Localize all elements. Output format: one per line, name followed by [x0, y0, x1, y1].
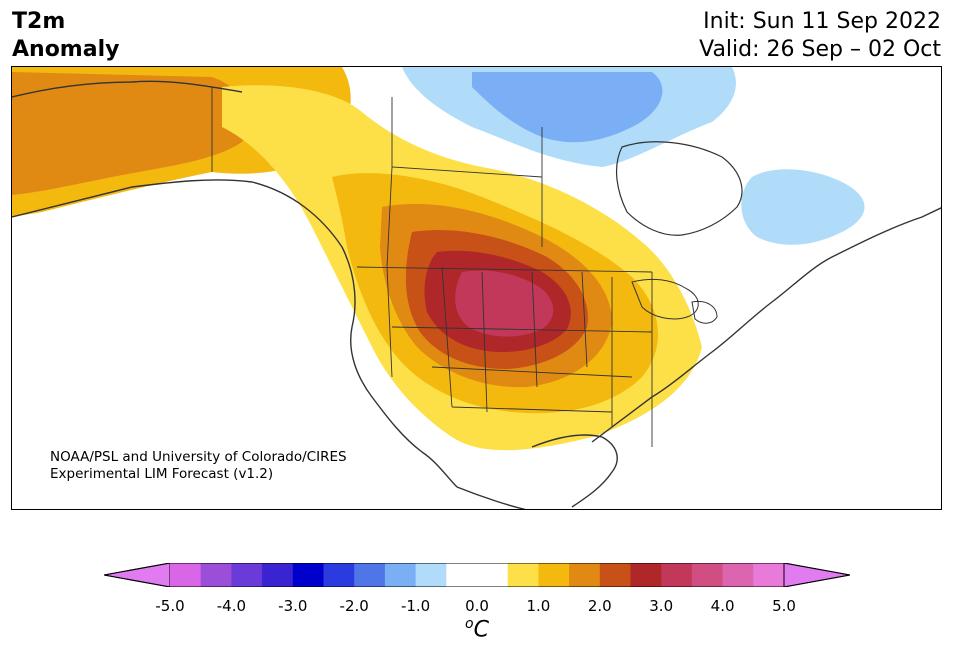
- colorbar-extend-low: [103, 562, 171, 588]
- colorbar-tick-label: 2.0: [587, 597, 612, 615]
- anomaly-map: NOAA/PSL and University of Colorado/CIRE…: [11, 66, 942, 510]
- anomaly-map-svg: NOAA/PSL and University of Colorado/CIRE…: [12, 67, 941, 509]
- colorbar-extend-high: [783, 562, 851, 588]
- colorbar-segment: [569, 563, 601, 587]
- colorbar-svg: [103, 562, 851, 588]
- warm-anomaly-alaska: [12, 72, 251, 195]
- colorbar-tick-label: -4.0: [216, 597, 247, 615]
- colorbar-segment: [170, 563, 202, 587]
- colorbar-segment: [231, 563, 263, 587]
- colorbar-segment: [630, 563, 662, 587]
- colorbar-segment: [753, 563, 785, 587]
- colorbar-segment: [200, 563, 232, 587]
- colorbar-tick-label: -3.0: [278, 597, 308, 615]
- colorbar-segment: [661, 563, 693, 587]
- colorbar-segment: [599, 563, 631, 587]
- unit-base: C: [473, 617, 489, 643]
- unit-superscript: o: [465, 616, 474, 632]
- colorbar-tick-label: 5.0: [772, 597, 796, 615]
- valid-date: Valid: 26 Sep – 02 Oct: [699, 37, 941, 62]
- colorbar-segment: [507, 563, 539, 587]
- colorbar-tick-label: 4.0: [710, 597, 735, 615]
- colorbar-tick-label: -2.0: [339, 597, 369, 615]
- colorbar-segment: [538, 563, 570, 587]
- credit-line-1: NOAA/PSL and University of Colorado/CIRE…: [50, 449, 347, 465]
- forecast-credit: NOAA/PSL and University of Colorado/CIRE…: [50, 449, 347, 483]
- map-title: T2m Anomaly: [12, 9, 120, 62]
- colorbar-segment: [446, 563, 478, 587]
- colorbar-tick-label: 0.0: [465, 597, 489, 615]
- colorbar-segment: [722, 563, 754, 587]
- coastline-gulf: [531, 434, 618, 508]
- colorbar-segment: [292, 563, 324, 587]
- colorbar-ticks: -5.0 -4.0 -3.0 -2.0 -1.0 0.0 1.0 2.0 3.0 4.0 5.0: [0, 597, 953, 617]
- colorbar-segment: [354, 563, 386, 587]
- cool-anomaly-region-east: [741, 169, 865, 245]
- coastline: [12, 80, 941, 509]
- great-lakes: [631, 278, 718, 324]
- political-borders: [211, 87, 653, 447]
- colorbar-tick-label: 1.0: [526, 597, 551, 615]
- colorbar-segment: [384, 563, 417, 587]
- cool-anomaly-core-north: [472, 72, 663, 143]
- date-info: Init: Sun 11 Sep 2022 Valid: 26 Sep – 02…: [699, 8, 941, 64]
- init-date: Init: Sun 11 Sep 2022: [703, 9, 941, 34]
- colorbar-tick-label: 3.0: [649, 597, 674, 615]
- colorbar-unit: oC: [465, 616, 489, 642]
- colorbar-segment: [323, 563, 355, 587]
- credit-line-2: Experimental LIM Forecast (v1.2): [50, 466, 274, 482]
- colorbar-segment: [691, 563, 724, 587]
- colorbar-segment: [477, 563, 509, 587]
- colorbar-tick-label: -5.0: [155, 597, 185, 615]
- hudson-bay: [616, 141, 743, 236]
- warm-anomaly-peak: [455, 270, 554, 337]
- colorbar-tick-label: -1.0: [400, 597, 431, 615]
- colorbar-segment: [415, 563, 447, 587]
- colorbar: [103, 562, 851, 588]
- colorbar-segment: [262, 563, 294, 587]
